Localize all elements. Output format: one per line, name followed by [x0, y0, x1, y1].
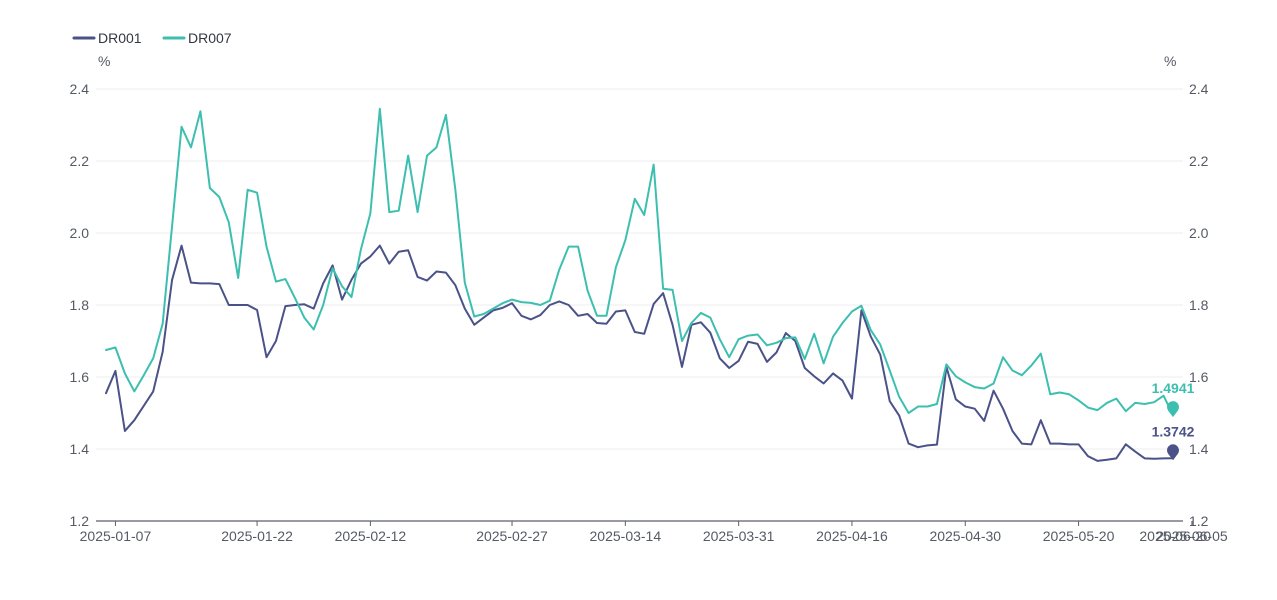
x-tick-label: 2025-05-20 — [1043, 528, 1115, 544]
left-axis-unit: % — [98, 53, 110, 69]
x-tick-label: 2025-01-07 — [80, 528, 152, 544]
grid — [96, 88, 1183, 450]
x-tick-label: 2025-04-16 — [816, 528, 888, 544]
series-line-dr001[interactable] — [105, 244, 1174, 462]
legend-item-dr007[interactable]: DR007 — [162, 30, 232, 46]
x-tick-label: 2025-02-12 — [335, 528, 407, 544]
axes: 1.2 1.2 1.4 1.4 1.6 1.6 1.8 1.8 2.0 2.0 2.2 2.2 2.4 2… — [70, 81, 1228, 544]
x-tick-label: 2025-06-05 — [1156, 528, 1228, 544]
y-tick-label-right: 2.2 — [1189, 153, 1209, 169]
x-tick-label: 2025-03-14 — [590, 528, 662, 544]
y-tick-label-left: 1.4 — [70, 441, 90, 457]
y-tick-label-left: 2.4 — [70, 81, 90, 97]
end-marker-dr007[interactable] — [1167, 401, 1179, 418]
legend-label-dr007: DR007 — [188, 30, 232, 46]
x-tick-label: 2025-04-30 — [929, 528, 1001, 544]
x-tick-label: 2025-03-31 — [703, 528, 775, 544]
series-layer — [105, 107, 1174, 462]
end-marker-dr001[interactable] — [1167, 444, 1179, 461]
y-tick-label-right: 2.0 — [1189, 225, 1209, 241]
x-tick-label: 2025-01-22 — [221, 528, 293, 544]
x-tick-label: 2025-06-20 — [1139, 528, 1211, 544]
y-tick-label-right: 1.4 — [1189, 441, 1209, 457]
y-tick-label-left: 1.2 — [70, 513, 90, 529]
y-tick-label-right: 1.6 — [1189, 369, 1209, 385]
series-line-dr007[interactable] — [105, 107, 1174, 417]
x-tick-label: 2025-02-27 — [476, 528, 548, 544]
y-tick-label-left: 2.0 — [70, 225, 90, 241]
y-tick-label-left: 1.6 — [70, 369, 90, 385]
y-tick-label-left: 1.8 — [70, 297, 90, 313]
y-tick-label-right: 1.2 — [1189, 513, 1209, 529]
y-tick-label-right: 1.8 — [1189, 297, 1209, 313]
legend-label-dr001: DR001 — [98, 30, 142, 46]
right-axis-unit: % — [1164, 53, 1176, 69]
end-value-label-dr007: 1.4941 — [1152, 380, 1195, 396]
y-tick-label-left: 2.2 — [70, 153, 90, 169]
end-value-label-dr001: 1.3742 — [1152, 423, 1195, 439]
y-tick-label-right: 2.4 — [1189, 81, 1209, 97]
end-markers: 1.3742 1.4941 — [1152, 380, 1195, 461]
legend[interactable]: DR001 DR007 — [72, 30, 232, 46]
legend-item-dr001[interactable]: DR001 — [72, 30, 142, 46]
